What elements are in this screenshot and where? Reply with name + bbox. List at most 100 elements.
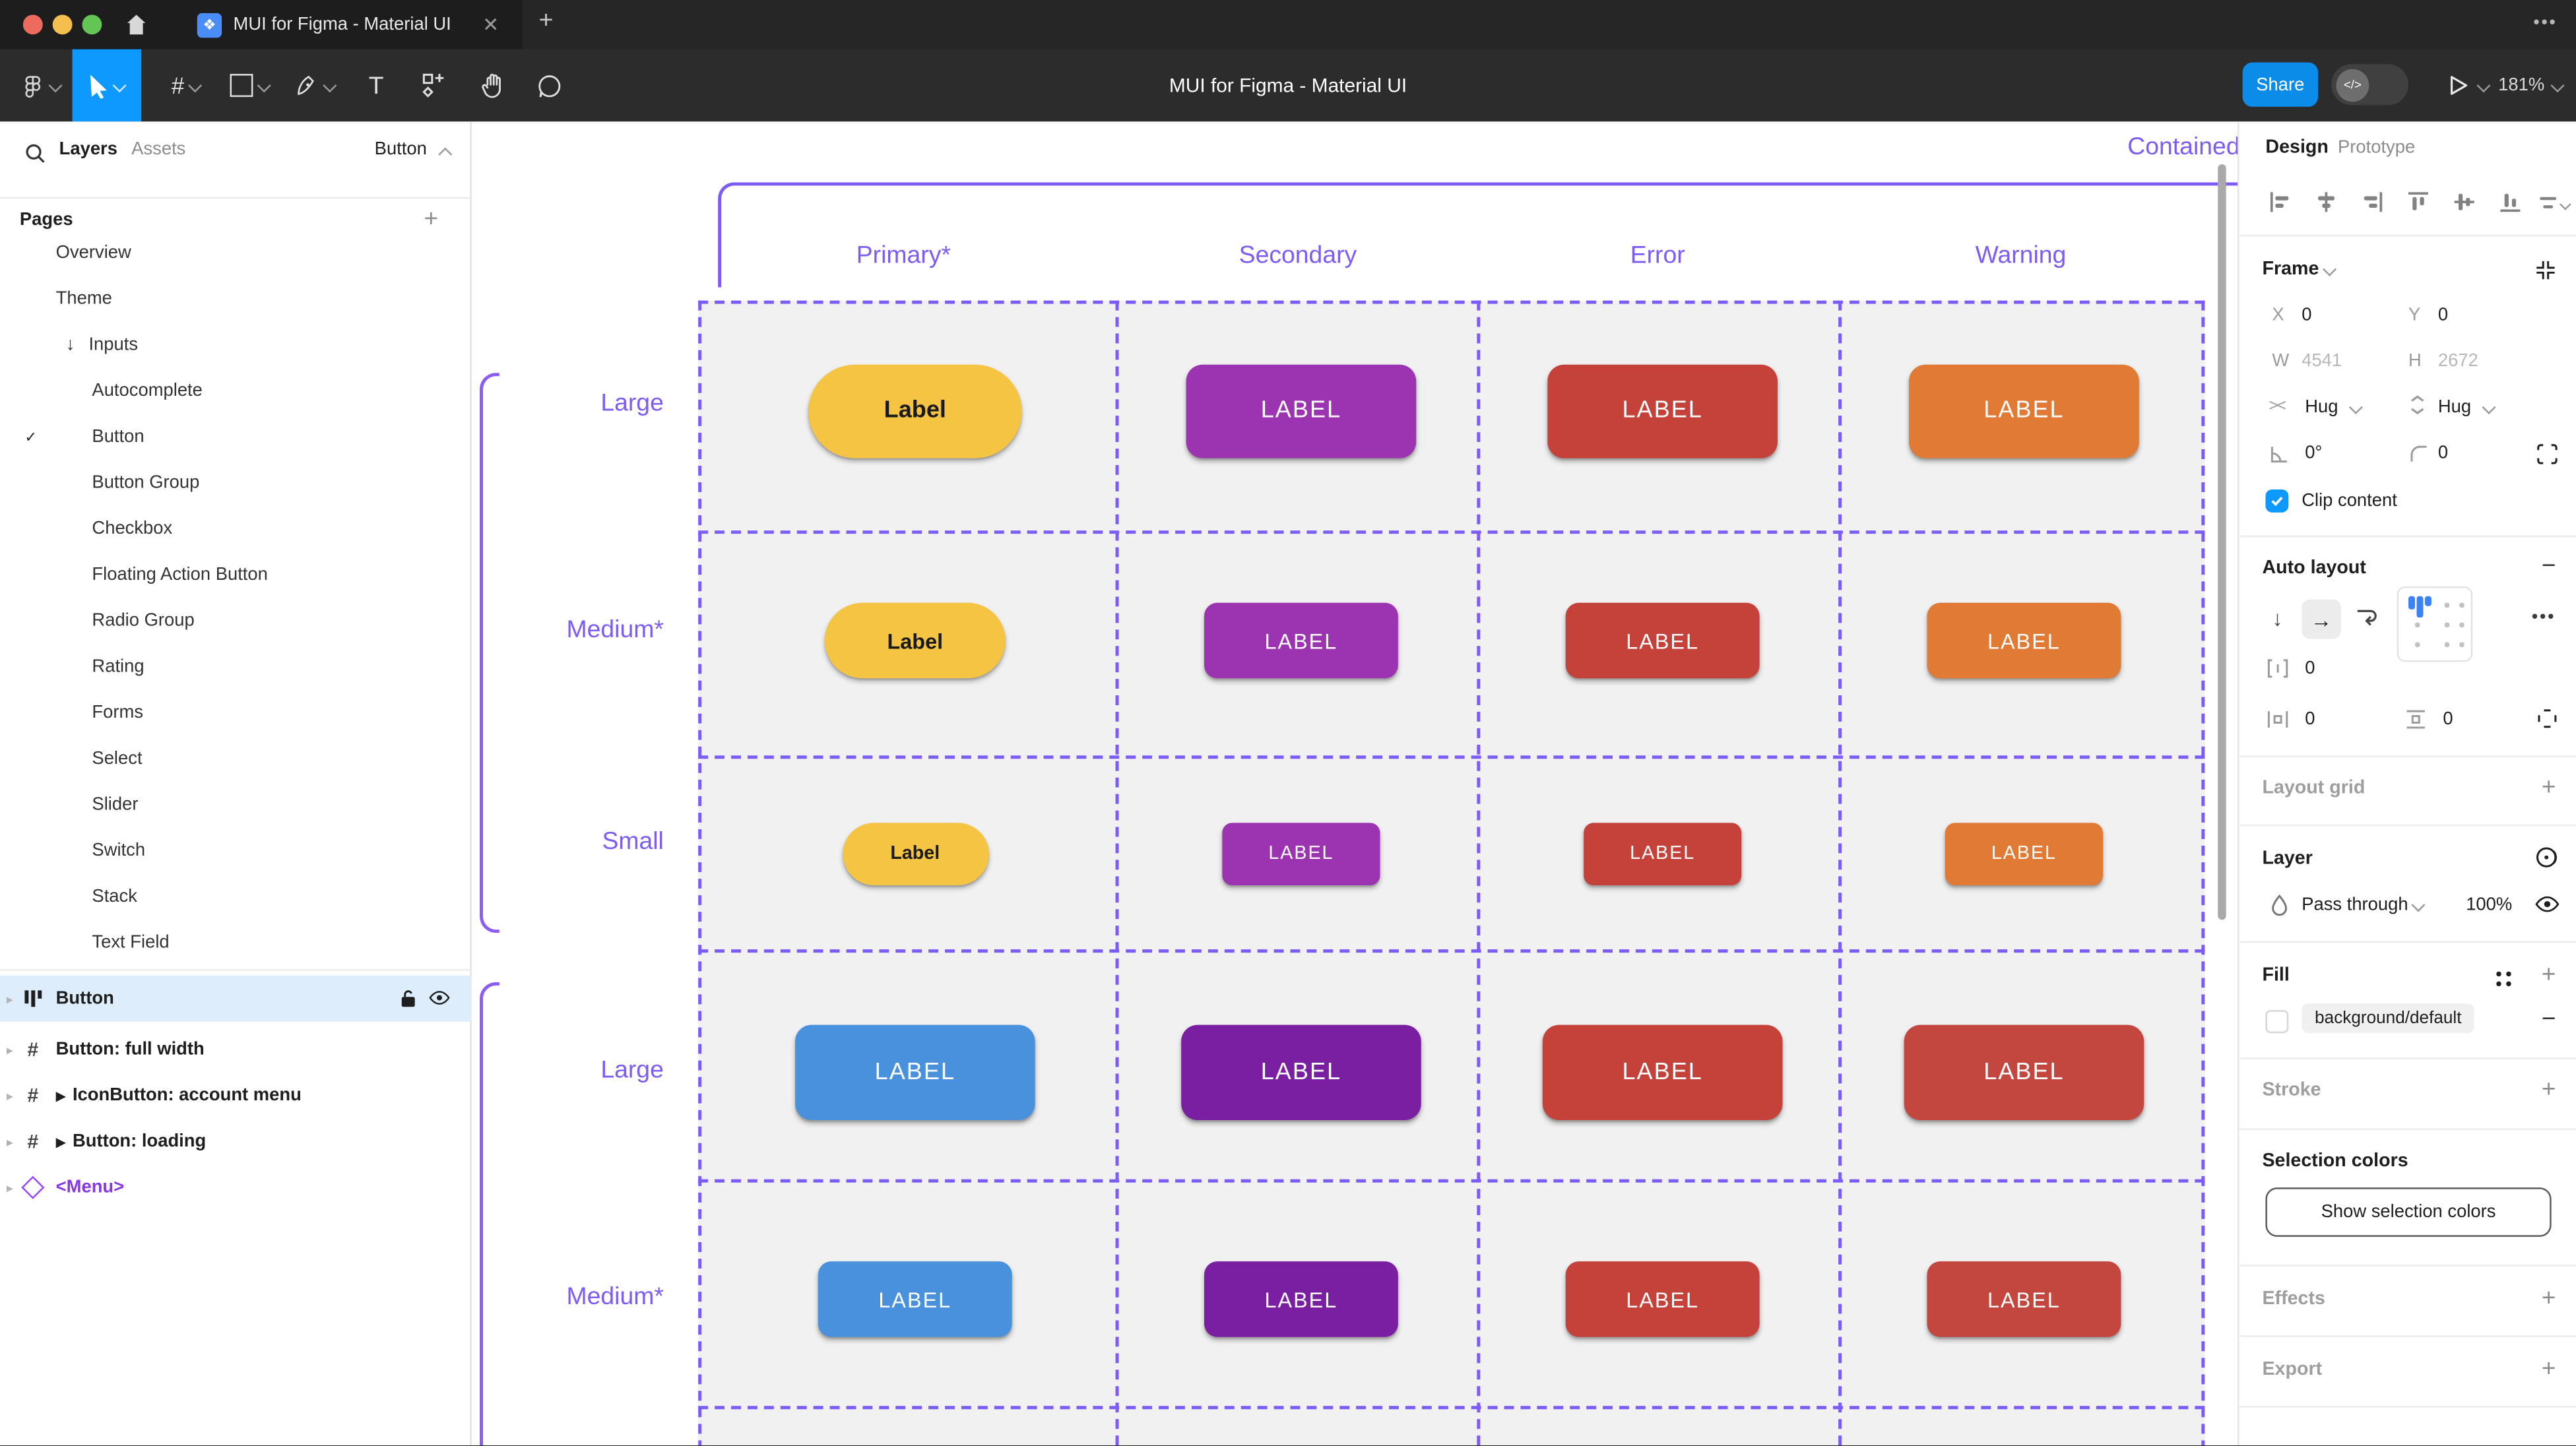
mui-button-medium[interactable]: LABEL <box>1204 602 1398 679</box>
sidebar-page-item[interactable]: ✓ Button <box>0 420 472 453</box>
add-page-button[interactable]: + <box>424 205 439 234</box>
layer-row[interactable]: ▸ # ▶ IconButton: account menu <box>0 1073 472 1119</box>
frame-tool-button[interactable]: # <box>161 49 210 122</box>
align-left-icon[interactable] <box>2269 191 2292 214</box>
sidebar-page-item[interactable]: Select <box>0 742 472 775</box>
layer-row[interactable]: ▸ # ▶ Button: loading <box>0 1119 472 1165</box>
x-value[interactable]: 0 <box>2302 305 2312 325</box>
align-top-icon[interactable] <box>2407 191 2430 214</box>
tab-design[interactable]: Design <box>2265 138 2329 158</box>
align-bottom-icon[interactable] <box>2499 191 2522 214</box>
home-icon[interactable] <box>125 13 148 36</box>
eye-icon[interactable] <box>429 989 450 1007</box>
visibility-eye-icon[interactable] <box>2535 893 2560 914</box>
pen-tool-button[interactable] <box>289 49 342 122</box>
blend-mode-icon[interactable] <box>2535 846 2558 869</box>
window-more-icon[interactable]: ••• <box>2533 13 2558 33</box>
sidebar-page-item[interactable]: Button Group <box>0 466 472 499</box>
w-value[interactable]: 4541 <box>2302 351 2342 371</box>
expand-chevron-icon[interactable]: ▸ <box>6 1042 13 1057</box>
expand-chevron-icon[interactable]: ▸ <box>6 991 13 1007</box>
wrap-button[interactable] <box>2354 604 2381 629</box>
alignment-widget[interactable] <box>2397 586 2473 662</box>
mui-button-large[interactable]: LABEL <box>1904 1024 2144 1121</box>
clip-content-checkbox[interactable] <box>2265 489 2289 513</box>
hug-vertical-select[interactable]: Hug <box>2437 397 2472 418</box>
sidebar-page-item[interactable]: Switch <box>0 834 472 867</box>
blend-mode-select[interactable]: Pass through <box>2302 895 2408 915</box>
frame-title-contained[interactable]: Contained <box>2127 133 2238 162</box>
shrink-to-fit-icon[interactable] <box>2535 259 2556 280</box>
rectangle-tool-button[interactable] <box>224 49 276 122</box>
canvas-scrollbar[interactable] <box>2218 164 2226 920</box>
mui-button-medium[interactable]: Label <box>824 602 1006 679</box>
mui-button-large[interactable]: LABEL <box>1542 1024 1783 1121</box>
search-icon[interactable] <box>24 143 46 164</box>
canvas[interactable]: Contained Primary* Secondary Error Warning … <box>471 121 2238 1446</box>
sidebar-page-item[interactable]: Radio Group <box>0 604 472 637</box>
add-export-button[interactable]: + <box>2541 1355 2556 1383</box>
close-window-button[interactable] <box>22 15 43 35</box>
mui-button-large[interactable]: LABEL <box>1547 363 1778 458</box>
direction-down-button[interactable]: ↓ <box>2272 606 2283 631</box>
vertical-padding-value[interactable]: 0 <box>2443 709 2453 730</box>
independent-corners-icon[interactable] <box>2536 443 2558 464</box>
mui-button-medium[interactable]: LABEL <box>818 1261 1012 1337</box>
layer-row[interactable]: ▸ # Button: full width <box>0 1026 472 1073</box>
fill-color-swatch[interactable] <box>2265 1010 2289 1034</box>
sidebar-page-item[interactable]: Text Field <box>0 926 472 959</box>
horizontal-padding-value[interactable]: 0 <box>2305 709 2315 730</box>
mui-button-large[interactable]: LABEL <box>1186 363 1417 458</box>
mui-button-large[interactable]: Label <box>808 363 1022 458</box>
mui-button-small[interactable]: Label <box>842 823 988 886</box>
sidebar-page-item[interactable]: Forms <box>0 697 472 730</box>
add-stroke-button[interactable]: + <box>2541 1075 2556 1104</box>
mui-button-medium[interactable]: LABEL <box>1565 1261 1760 1337</box>
show-selection-colors-button[interactable]: Show selection colors <box>2265 1187 2552 1237</box>
sidebar-page-item[interactable]: Overview <box>0 237 472 270</box>
direction-right-button[interactable]: → <box>2302 599 2341 639</box>
tab-assets[interactable]: Assets <box>131 139 186 160</box>
sidebar-page-item[interactable]: Stack <box>0 881 472 914</box>
mui-button-medium[interactable]: LABEL <box>1927 602 2121 679</box>
mui-button-small[interactable]: LABEL <box>1945 823 2103 886</box>
expand-chevron-icon[interactable]: ▸ <box>6 1134 13 1149</box>
layer-row[interactable]: ▸ <Menu> <box>0 1164 472 1210</box>
align-v-center-icon[interactable] <box>2453 191 2476 214</box>
mui-button-medium[interactable]: LABEL <box>1204 1261 1398 1337</box>
auto-layout-more-icon[interactable]: ••• <box>2531 608 2556 628</box>
mui-button-small[interactable]: LABEL <box>1584 823 1742 886</box>
mui-button-medium[interactable]: LABEL <box>1927 1261 2121 1337</box>
present-button[interactable] <box>2435 49 2501 122</box>
sidebar-page-item[interactable]: Autocomplete <box>0 375 472 408</box>
corner-radius-value[interactable]: 0 <box>2437 443 2449 464</box>
page-selector[interactable]: Button <box>374 139 427 160</box>
add-effect-button[interactable]: + <box>2541 1284 2556 1313</box>
mui-button-large[interactable]: LABEL <box>1181 1024 1421 1121</box>
expand-chevron-icon[interactable]: ▸ <box>6 1179 13 1195</box>
hand-tool-button[interactable] <box>473 49 513 122</box>
sidebar-page-item[interactable]: Rating <box>0 650 472 683</box>
layer-row[interactable]: ▸ Button <box>0 975 472 1022</box>
align-h-center-icon[interactable] <box>2315 191 2338 214</box>
frame-section-title[interactable]: Frame <box>2262 259 2319 280</box>
text-tool-button[interactable]: T <box>368 71 384 100</box>
minimize-window-button[interactable] <box>52 15 73 35</box>
fill-token[interactable]: background/default <box>2302 1003 2475 1034</box>
remove-fill-button[interactable]: − <box>2541 1005 2556 1034</box>
dev-mode-toggle[interactable]: </> <box>2331 64 2409 106</box>
distribute-menu-icon[interactable] <box>2538 194 2571 214</box>
sidebar-page-item[interactable]: Checkbox <box>0 513 472 546</box>
rotation-value[interactable]: 0° <box>2305 443 2323 464</box>
zoom-window-button[interactable] <box>82 15 102 35</box>
sidebar-page-item[interactable]: Theme <box>0 282 472 315</box>
expand-chevron-icon[interactable]: ▸ <box>6 1088 13 1103</box>
hug-horizontal-select[interactable]: Hug <box>2305 397 2338 418</box>
mui-button-medium[interactable]: LABEL <box>1565 602 1760 679</box>
comment-tool-button[interactable] <box>529 49 569 122</box>
main-menu-button[interactable] <box>13 49 69 122</box>
sidebar-page-item[interactable]: ↓ Inputs <box>0 329 472 362</box>
file-tab[interactable]: ❖ MUI for Figma - Material UI ✕ <box>184 0 523 49</box>
mui-button-small[interactable]: LABEL <box>1222 823 1380 886</box>
sidebar-page-item[interactable]: Slider <box>0 788 472 821</box>
